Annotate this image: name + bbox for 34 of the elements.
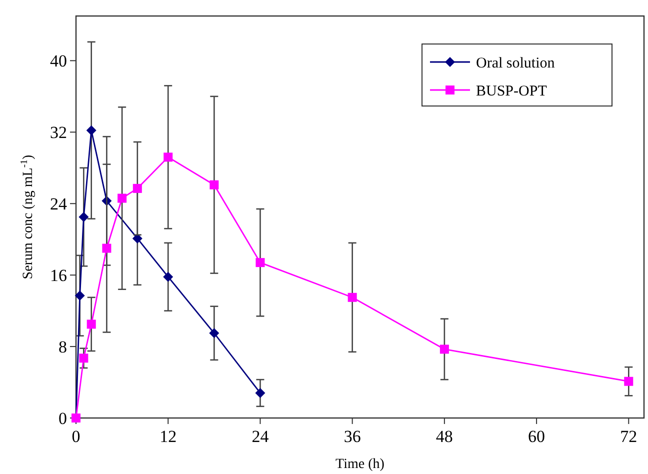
point xyxy=(163,272,174,282)
y-tick-label: 40 xyxy=(50,52,67,71)
x-tick-label: 0 xyxy=(72,427,80,446)
y-tick-label: 32 xyxy=(50,123,67,142)
point xyxy=(86,125,96,136)
point xyxy=(132,233,142,244)
point xyxy=(78,212,89,222)
x-tick-label: 36 xyxy=(344,427,361,446)
point xyxy=(624,376,634,386)
point xyxy=(348,292,357,302)
point xyxy=(164,152,173,162)
point xyxy=(256,258,265,268)
point xyxy=(209,328,220,338)
x-tick-label: 60 xyxy=(528,427,546,446)
point xyxy=(118,194,127,203)
point xyxy=(86,320,96,329)
x-axis-title: Time (h) xyxy=(336,457,385,472)
legend-label: Oral solution xyxy=(476,55,556,72)
legend-label: BUSP-OPT xyxy=(476,83,547,100)
point xyxy=(255,388,266,398)
point xyxy=(102,244,112,253)
y-tick-label: 16 xyxy=(50,266,67,286)
x-tick-label: 12 xyxy=(160,427,177,446)
x-tick-label: 72 xyxy=(620,427,638,446)
point xyxy=(210,180,219,190)
point xyxy=(440,344,449,354)
point xyxy=(79,354,88,363)
y-tick-label: 24 xyxy=(50,194,68,214)
x-tick-label: 48 xyxy=(436,427,453,446)
point xyxy=(74,290,85,301)
y-tick-label: 0 xyxy=(58,408,67,428)
x-tick-label: 24 xyxy=(252,427,270,446)
y-tick-label: 8 xyxy=(58,337,67,356)
point xyxy=(132,184,142,193)
